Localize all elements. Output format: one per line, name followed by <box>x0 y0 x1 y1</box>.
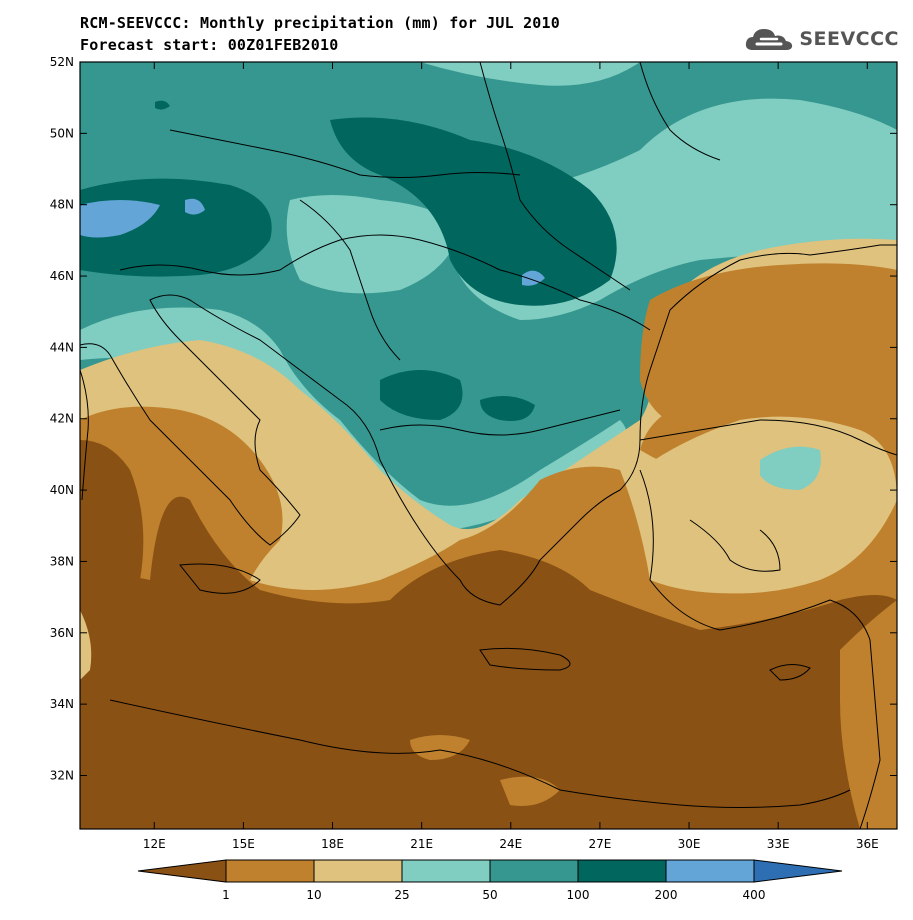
lon-label: 30E <box>678 837 701 851</box>
field-below-1-tyrrhenian <box>80 440 144 610</box>
colorbar-label: 10 <box>306 888 321 902</box>
colorbar-segment <box>313 859 403 883</box>
seevccc-logo: SEEVCCC <box>743 24 899 54</box>
lat-label: 34N <box>50 697 74 711</box>
border-line-4 <box>479 62 631 291</box>
field-200-400-west <box>80 200 160 238</box>
lat-label: 44N <box>50 340 74 354</box>
lon-label: 15E <box>232 837 255 851</box>
border-line-1 <box>119 234 651 331</box>
longitude-axis: 12E 15E 18E 21E 24E 27E 30E 33E 36E <box>143 62 879 851</box>
lon-label: 24E <box>499 837 522 851</box>
coastline-sardinia-corsica <box>80 369 89 501</box>
colorbar-segment <box>225 859 315 883</box>
border-line-2 <box>169 129 521 178</box>
latitude-axis: 52N 50N 48N 46N 44N 42N 40N 38N 36N 34N 32N <box>50 55 897 782</box>
lon-label: 33E <box>767 837 790 851</box>
map-title: RCM-SEEVCCC: Monthly precipitation (mm) … <box>80 14 560 32</box>
forecast-start-label: Forecast start: 00Z01FEB2010 <box>80 36 339 54</box>
border-line-5 <box>639 62 721 161</box>
field-25-50-pannonia <box>286 195 460 294</box>
field-1-10-libya <box>410 735 470 760</box>
lake-region <box>689 519 781 572</box>
field-dark-spot <box>155 100 170 110</box>
coastline-anatolia-north <box>639 419 897 456</box>
lon-label: 21E <box>410 837 433 851</box>
crete <box>479 647 571 671</box>
field-200-400-spot <box>185 198 205 215</box>
lon-label: 27E <box>588 837 611 851</box>
coastline-africa <box>109 699 851 808</box>
colorbar-label: 50 <box>482 888 497 902</box>
field-25-50-north <box>420 62 640 86</box>
field-1-10-egypt <box>500 776 560 806</box>
lon-label: 18E <box>321 837 344 851</box>
lat-label: 32N <box>50 768 74 782</box>
field-100-200-balkan <box>380 370 463 420</box>
field-10-25-anatolia <box>640 416 897 594</box>
border-line-6 <box>379 409 621 436</box>
colorbar-label: 400 <box>743 888 766 902</box>
colorbar-segment <box>577 859 667 883</box>
colorbar: 1 10 25 50 100 200 400 <box>137 859 843 902</box>
cyprus <box>769 664 811 681</box>
lat-label: 50N <box>50 126 74 140</box>
colorbar-over-triangle <box>753 859 843 883</box>
colorbar-segment <box>489 859 579 883</box>
field-25-50-anatolia <box>760 446 821 490</box>
colorbar-segment <box>401 859 491 883</box>
sicily <box>179 563 261 594</box>
precipitation-fields <box>80 62 897 829</box>
lat-label: 42N <box>50 412 74 426</box>
lat-label: 46N <box>50 269 74 283</box>
colorbar-label: 1 <box>222 888 230 902</box>
field-50-100-north <box>80 62 368 115</box>
border-line-3 <box>299 199 401 361</box>
coastlines-borders <box>80 62 897 829</box>
lat-label: 40N <box>50 483 74 497</box>
lat-label: 48N <box>50 198 74 212</box>
field-10-25-sardinia <box>80 610 92 680</box>
field-100-200-bulgaria <box>480 396 535 421</box>
colorbar-under-triangle <box>137 859 227 883</box>
map-frame <box>79 61 898 830</box>
field-1-10-black-sea <box>640 263 897 440</box>
colorbar-label: 25 <box>394 888 409 902</box>
lon-label: 12E <box>143 837 166 851</box>
lat-label: 38N <box>50 554 74 568</box>
coastline-main <box>80 244 897 606</box>
lat-label: 52N <box>50 55 74 69</box>
colorbar-label: 200 <box>655 888 678 902</box>
coastline-anatolia-south <box>639 469 881 829</box>
lat-label: 36N <box>50 626 74 640</box>
logo-text: SEEVCCC <box>799 28 899 50</box>
lon-label: 36E <box>856 837 879 851</box>
colorbar-segment <box>665 859 755 883</box>
field-1-10-levant <box>840 600 897 829</box>
colorbar-label: 100 <box>567 888 590 902</box>
cloud-logo-icon <box>746 29 793 50</box>
field-100-200-carpathian <box>330 117 617 306</box>
